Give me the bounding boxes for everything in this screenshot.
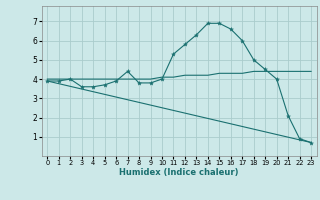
X-axis label: Humidex (Indice chaleur): Humidex (Indice chaleur) xyxy=(119,168,239,177)
